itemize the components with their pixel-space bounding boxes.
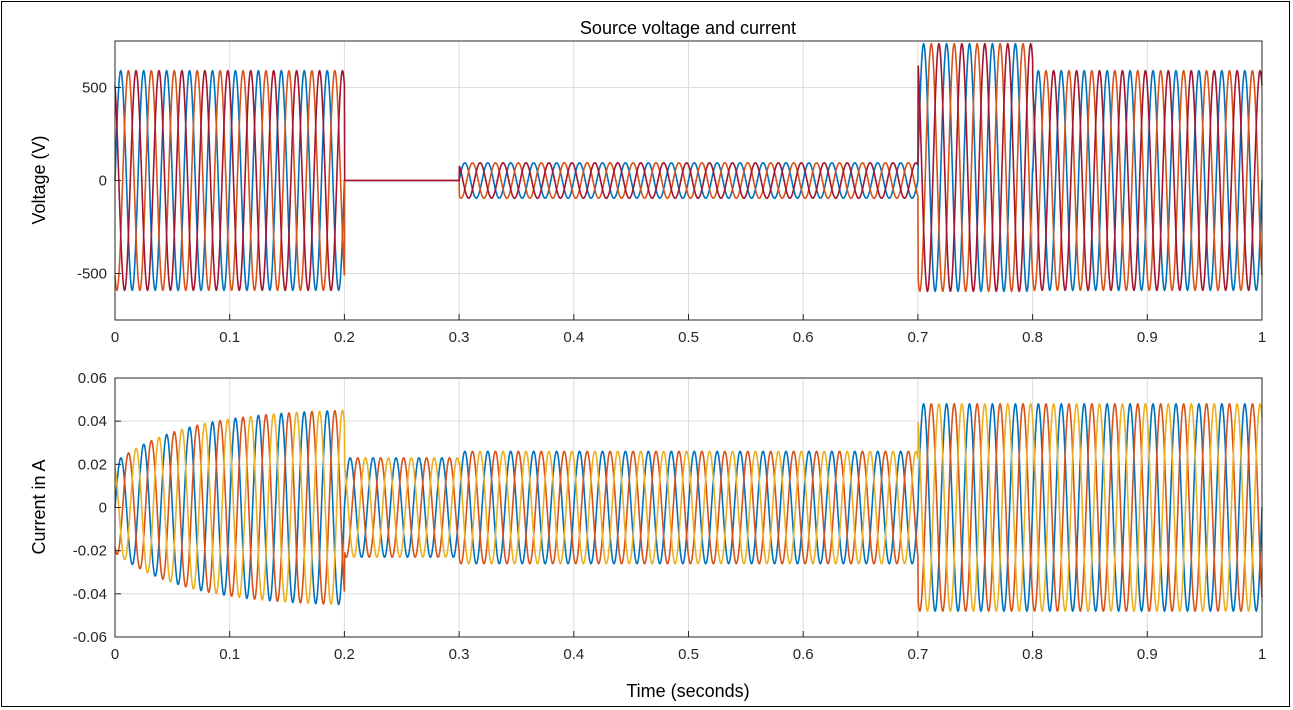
current-xtick-label: 0.4 <box>563 646 584 663</box>
current-xlabel: Time (seconds) <box>626 681 749 701</box>
voltage-xtick-label: 0.8 <box>1022 329 1043 346</box>
current-plot: 0 0.1 0.2 0.3 0.4 0.5 0.6 0.7 0.8 0.9 1 0.06 0.04 0.0… <box>29 370 1266 701</box>
current-xtick-label: 0.1 <box>219 646 240 663</box>
current-ytick-label: 0 <box>99 500 107 517</box>
current-phase-3-line <box>114 402 1263 613</box>
voltage-xtick-label: 0.9 <box>1137 329 1158 346</box>
current-ytick-label: -0.06 <box>73 629 107 646</box>
voltage-xtick-label: 0.7 <box>907 329 928 346</box>
current-ytick-label: 0.06 <box>78 370 107 387</box>
voltage-xtick-label: 0.6 <box>793 329 814 346</box>
current-xtick-label: 0.3 <box>449 646 470 663</box>
current-xtick-label: 0.6 <box>793 646 814 663</box>
current-ylabel: Current in A <box>29 459 49 554</box>
current-xtick-label: 0.7 <box>907 646 928 663</box>
voltage-ylabel: Voltage (V) <box>29 135 49 224</box>
voltage-xtick-label: 0.4 <box>563 329 584 346</box>
current-xtick-label: 0.8 <box>1022 646 1043 663</box>
voltage-phase-3-line <box>114 42 1263 293</box>
current-ytick-label: 0.04 <box>78 413 107 430</box>
voltage-xtick-label: 0 <box>111 329 119 346</box>
voltage-ytick-label: -500 <box>77 266 107 283</box>
current-ytick-label: -0.04 <box>73 586 107 603</box>
voltage-plot: 0 0.1 0.2 0.3 0.4 0.5 0.6 0.7 0.8 0.9 1 500 0 -500 Vo… <box>29 40 1266 347</box>
voltage-phase-2-line <box>114 42 1263 293</box>
current-xtick-label: 0.2 <box>334 646 355 663</box>
voltage-xtick-label: 0.1 <box>219 329 240 346</box>
voltage-ytick-label: 500 <box>82 80 107 97</box>
voltage-xtick-label: 0.2 <box>334 329 355 346</box>
chart-title: Source voltage and current <box>580 18 796 38</box>
current-xtick-label: 0 <box>111 646 119 663</box>
current-phase-1-line <box>114 402 1263 613</box>
voltage-xtick-label: 0.3 <box>449 329 470 346</box>
current-waveforms <box>114 402 1263 613</box>
voltage-xtick-label: 1 <box>1258 329 1266 346</box>
current-ytick-label: 0.02 <box>78 456 107 473</box>
voltage-ticks: 0 0.1 0.2 0.3 0.4 0.5 0.6 0.7 0.8 0.9 1 500 0 -500 <box>77 80 1266 347</box>
current-xtick-label: 1 <box>1258 646 1266 663</box>
current-xtick-label: 0.5 <box>678 646 699 663</box>
current-ticks: 0 0.1 0.2 0.3 0.4 0.5 0.6 0.7 0.8 0.9 1 0.06 0.04 0.0… <box>73 370 1266 663</box>
voltage-ytick-label: 0 <box>99 173 107 190</box>
voltage-waveforms <box>114 42 1263 293</box>
current-phase-2-line <box>114 402 1263 613</box>
voltage-xtick-label: 0.5 <box>678 329 699 346</box>
current-xtick-label: 0.9 <box>1137 646 1158 663</box>
voltage-phase-1-line <box>114 42 1263 293</box>
current-ytick-label: -0.02 <box>73 543 107 560</box>
